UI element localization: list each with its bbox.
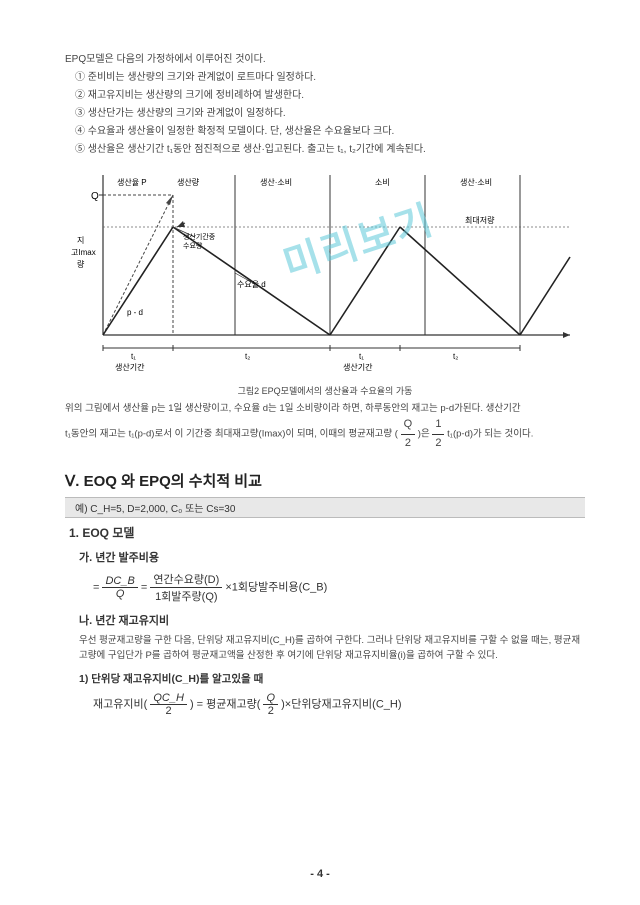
assumption-3: ③ 생산단가는 생산량의 크기와 관계없이 일정하다. (75, 104, 585, 119)
label-pc1: 생산·소비 (260, 177, 292, 187)
chart-desc-2a: t₁동안의 재고는 t₁(p-d)로서 이 기간중 최대재고량(Imax)이 되… (65, 429, 398, 440)
fa-mid: = (141, 582, 150, 594)
intro-text: EPQ모델은 다음의 가정하에서 이루어진 것이다. (65, 50, 585, 65)
label-Q: Q (91, 191, 99, 202)
epq-chart: Q 지 고Imax 량 생산율 P 생산량 생산·소비 소비 생산·소비 생산기… (65, 165, 585, 378)
fa-frac1: DC_BQ (102, 575, 137, 600)
label-t1a: t₁ (131, 352, 136, 361)
epq-chart-svg: Q 지 고Imax 량 생산율 P 생산량 생산·소비 소비 생산·소비 생산기… (65, 165, 575, 375)
chart-caption: 그림2 EPQ모델에서의 생산율과 수요율의 가동 (65, 384, 585, 397)
label-pp2: 생산기간 (343, 362, 373, 372)
label-t1b: t₁ (359, 352, 364, 361)
fb-tail: )×단위당재고유지비(C_H) (281, 698, 401, 710)
fb-lead: 재고유지비( (93, 698, 147, 710)
chart-desc-2c: t₁(p-d)가 되는 것이다. (447, 429, 533, 440)
para-b: 우선 평균재고량을 구한 다음, 단위당 재고유지비(C_H)를 곱하여 구한다… (79, 634, 585, 663)
label-c1: 소비 (375, 178, 390, 187)
sub-b1: 1) 단위당 재고유지비(C_H)를 알고있을 때 (65, 671, 585, 686)
fa-n1: DC_B (105, 575, 134, 587)
assumption-4: ④ 수요율과 생산율이 일정한 확정적 모델이다. 단, 생산율은 수요율보다 … (75, 122, 585, 137)
label-y1: 지 (77, 236, 84, 245)
chart-desc-1: 위의 그림에서 생산율 p는 1일 생산량이고, 수요율 d는 1일 소비량이라… (65, 403, 521, 414)
eoq-title: 1. EOQ 모델 (65, 524, 585, 541)
label-prod-qty: 생산량 (177, 177, 200, 187)
formula-b: 재고유지비( QC_H2 ) = 평균재고량( Q2 )×단위당재고유지비(C_… (93, 692, 585, 717)
fa-eq: = (93, 582, 102, 594)
chart-desc: 위의 그림에서 생산율 p는 1일 생산량이고, 수요율 d는 1일 소비량이라… (65, 401, 585, 452)
label-t2b: t₂ (453, 352, 458, 361)
label-t2a: t₂ (245, 352, 250, 361)
label-prod-demand2: 수요량 (183, 242, 203, 250)
label-pp1: 생산기간 (115, 362, 145, 372)
frac-12: 12 (432, 416, 444, 452)
section-v-title: Ⅴ. EOQ 와 EPQ의 수치적 비교 (65, 470, 585, 491)
fb-frac1: QC_H2 (150, 692, 187, 717)
label-prod-rate: 생산율 P (117, 177, 147, 187)
fa-frac2: 연간수요량(D)1회발주량(Q) (150, 571, 222, 604)
fb-frac2: Q2 (263, 692, 278, 717)
formula-a: = DC_BQ = 연간수요량(D)1회발주량(Q) ×1회당발주비용(C_B) (93, 571, 585, 604)
label-pd: p - d (127, 308, 143, 317)
fa-tail: ×1회당발주비용(C_B) (225, 582, 327, 594)
sub-a: 가. 년간 발주비용 (65, 549, 585, 565)
label-prod-demand1: 생산기간중 (183, 232, 216, 241)
label-y2: 고Imax (71, 248, 96, 257)
fb-n2: Q (266, 692, 275, 704)
frac-Q2: Q2 (401, 416, 416, 452)
fb-n1: QC_H (153, 692, 184, 704)
assumption-5: ⑤ 생산율은 생산기간 t₁동안 점진적으로 생산·입고된다. 출고는 t₁, … (75, 140, 585, 155)
fb-mid: ) = 평균재고량( (190, 698, 260, 710)
label-max-inv: 최대저량 (465, 215, 495, 225)
label-demand-rate: 수요율 d (237, 280, 266, 289)
page-number: - 4 - (0, 868, 640, 880)
chart-desc-2b: )은 (418, 429, 433, 440)
assumption-2: ② 재고유지비는 생산량의 크기에 정비례하여 발생한다. (75, 86, 585, 101)
example-bar: 예) C_H=5, D=2,000, C₀ 또는 Cs=30 (65, 497, 585, 518)
sub-b: 나. 년간 재고유지비 (65, 612, 585, 628)
assumption-1: ① 준비비는 생산량의 크기와 관계없이 로트마다 일정하다. (75, 68, 585, 83)
fa-d1: Q (116, 588, 125, 600)
label-y3: 량 (77, 259, 85, 269)
label-pc2: 생산·소비 (460, 177, 492, 187)
